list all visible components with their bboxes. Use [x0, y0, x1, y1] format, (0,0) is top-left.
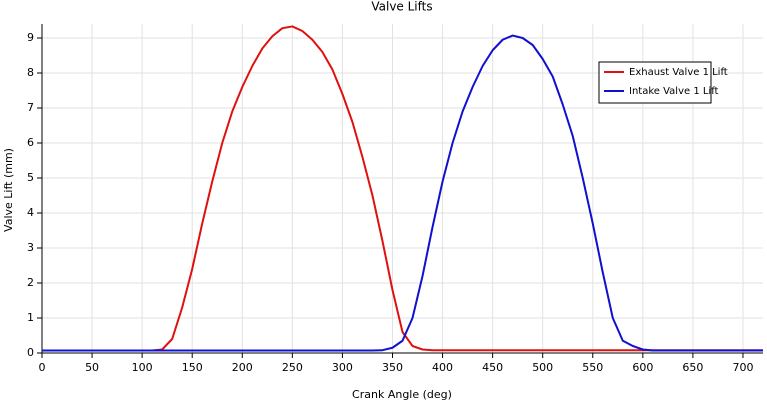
y-tick-label: 7: [27, 101, 34, 114]
x-tick-label: 700: [732, 361, 753, 374]
y-tick-label: 8: [27, 66, 34, 79]
y-tick-label: 5: [27, 171, 34, 184]
x-tick-label: 650: [682, 361, 703, 374]
chart-title: Valve Lifts: [371, 0, 432, 14]
series-line: [42, 34, 763, 352]
x-tick-label: 50: [85, 361, 99, 374]
legend: Exhaust Valve 1 Lift Intake Valve 1 Lift: [598, 61, 728, 104]
series-line: [42, 25, 763, 352]
y-tick-label: 0: [27, 346, 34, 359]
legend-label: Intake Valve 1 Lift: [629, 86, 719, 97]
x-tick-label: 600: [632, 361, 653, 374]
y-tick-label: 3: [27, 241, 34, 254]
x-tick-label: 500: [532, 361, 553, 374]
y-tick-label: 1: [27, 311, 34, 324]
legend-label: Exhaust Valve 1 Lift: [629, 67, 728, 78]
y-axis-label: Valve Lift (mm): [2, 148, 15, 232]
x-tick-label: 250: [282, 361, 303, 374]
x-tick-label: 350: [382, 361, 403, 374]
y-tick-label: 2: [27, 276, 34, 289]
x-tick-label: 300: [332, 361, 353, 374]
y-tick-label: 9: [27, 31, 34, 44]
x-tick-label: 0: [39, 361, 46, 374]
x-tick-label: 100: [132, 361, 153, 374]
y-tick-label: 4: [27, 206, 34, 219]
x-tick-label: 150: [182, 361, 203, 374]
x-tick-label: 400: [432, 361, 453, 374]
x-tick-label: 200: [232, 361, 253, 374]
x-tick-label: 450: [482, 361, 503, 374]
y-tick-label: 6: [27, 136, 34, 149]
x-tick-label: 550: [582, 361, 603, 374]
x-axis-label: Crank Angle (deg): [352, 388, 452, 401]
legend-box: [598, 61, 712, 104]
